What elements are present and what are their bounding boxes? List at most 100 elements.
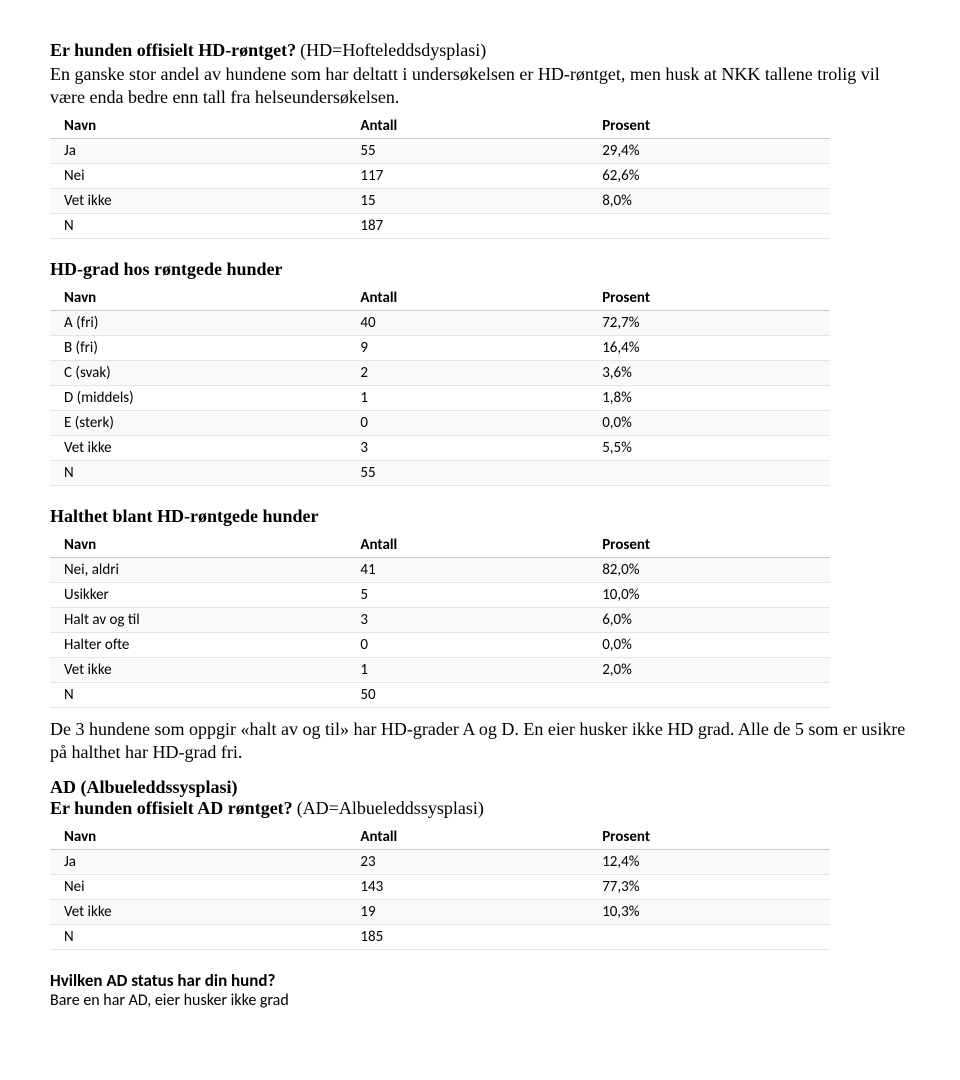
table-row: C (svak)23,6%: [50, 361, 830, 386]
table-cell: 12,4%: [588, 850, 830, 875]
table-cell: 50: [346, 683, 588, 708]
table-cell: 40: [346, 311, 588, 336]
table-header: Antall: [346, 825, 588, 850]
ad-table: NavnAntallProsent Ja2312,4%Nei14377,3%Vet…: [50, 825, 830, 950]
table-row: Nei, aldri4182,0%: [50, 558, 830, 583]
table-cell: Nei: [50, 875, 346, 900]
section-lameness: Halthet blant HD-røntgede hunder NavnAnt…: [50, 506, 910, 763]
table-cell: 1,8%: [588, 386, 830, 411]
hd-xray-para: En ganske stor andel av hundene som har …: [50, 63, 910, 108]
table-row: Usikker510,0%: [50, 583, 830, 608]
section-ad-status: Hvilken AD status har din hund? Bare en …: [50, 970, 910, 1011]
hd-xray-table: NavnAntallProsentJa5529,4%Nei11762,6%Vet…: [50, 114, 830, 239]
table-header: Antall: [346, 533, 588, 558]
table-cell: A (fri): [50, 311, 346, 336]
table-cell: 1: [346, 386, 588, 411]
table-cell: B (fri): [50, 336, 346, 361]
section-hd-xray: Er hunden offisielt HD-røntget? (HD=Hoft…: [50, 40, 910, 239]
table-cell: Nei, aldri: [50, 558, 346, 583]
table-cell: 62,6%: [588, 164, 830, 189]
table-cell: 0: [346, 411, 588, 436]
table-cell: E (sterk): [50, 411, 346, 436]
table-cell: [588, 214, 830, 239]
table-cell: 3,6%: [588, 361, 830, 386]
table-cell: 1: [346, 658, 588, 683]
table-cell: 72,7%: [588, 311, 830, 336]
table-cell: 117: [346, 164, 588, 189]
table-header: Antall: [346, 114, 588, 139]
table-cell: 0,0%: [588, 411, 830, 436]
table-cell: [588, 461, 830, 486]
table-row: Vet ikke12,0%: [50, 658, 830, 683]
table-header: Prosent: [588, 286, 830, 311]
table-cell: [588, 925, 830, 950]
table-cell: 10,0%: [588, 583, 830, 608]
table-row: B (fri)916,4%: [50, 336, 830, 361]
table-header: Navn: [50, 825, 346, 850]
table-header: Prosent: [588, 533, 830, 558]
table-cell: N: [50, 461, 346, 486]
table-cell: Ja: [50, 850, 346, 875]
table-cell: 0,0%: [588, 633, 830, 658]
table-cell: 82,0%: [588, 558, 830, 583]
table-cell: 16,4%: [588, 336, 830, 361]
table-row: Nei11762,6%: [50, 164, 830, 189]
lameness-table: NavnAntallProsentNei, aldri4182,0%Usikke…: [50, 533, 830, 708]
table-row: A (fri)4072,7%: [50, 311, 830, 336]
table-cell: 3: [346, 608, 588, 633]
table-cell: Vet ikke: [50, 658, 346, 683]
section-hd-grade: HD-grad hos røntgede hunder NavnAntallPr…: [50, 259, 910, 486]
table-cell: 41: [346, 558, 588, 583]
table-row: D (middels)11,8%: [50, 386, 830, 411]
table-row: N55: [50, 461, 830, 486]
table-cell: N: [50, 683, 346, 708]
table-cell: 29,4%: [588, 139, 830, 164]
hd-xray-title: Er hunden offisielt HD-røntget?: [50, 40, 296, 60]
table-row: Vet ikke1910,3%: [50, 900, 830, 925]
table-cell: 6,0%: [588, 608, 830, 633]
table-cell: N: [50, 214, 346, 239]
table-cell: 23: [346, 850, 588, 875]
table-cell: 55: [346, 139, 588, 164]
table-cell: Halter ofte: [50, 633, 346, 658]
ad-status-title: Hvilken AD status har din hund?: [50, 970, 910, 991]
table-row: Halter ofte00,0%: [50, 633, 830, 658]
table-cell: Ja: [50, 139, 346, 164]
lameness-title: Halthet blant HD-røntgede hunder: [50, 506, 910, 527]
table-cell: [588, 683, 830, 708]
table-row: E (sterk)00,0%: [50, 411, 830, 436]
table-cell: 187: [346, 214, 588, 239]
table-cell: Vet ikke: [50, 436, 346, 461]
table-cell: Halt av og til: [50, 608, 346, 633]
table-cell: Nei: [50, 164, 346, 189]
table-row: Vet ikke158,0%: [50, 189, 830, 214]
table-header: Navn: [50, 286, 346, 311]
hd-grade-title: HD-grad hos røntgede hunder: [50, 259, 910, 280]
table-cell: 3: [346, 436, 588, 461]
table-cell: N: [50, 925, 346, 950]
table-cell: D (middels): [50, 386, 346, 411]
table-header: Prosent: [588, 825, 830, 850]
table-cell: Vet ikke: [50, 189, 346, 214]
table-cell: 8,0%: [588, 189, 830, 214]
ad-heading: AD (Albueleddssysplasi): [50, 777, 910, 798]
ad-status-note: Bare en har AD, eier husker ikke grad: [50, 991, 910, 1011]
table-cell: Vet ikke: [50, 900, 346, 925]
table-cell: 0: [346, 633, 588, 658]
hd-grade-table: NavnAntallProsentA (fri)4072,7%B (fri)91…: [50, 286, 830, 486]
table-cell: 15: [346, 189, 588, 214]
table-cell: 55: [346, 461, 588, 486]
table-cell: 5,5%: [588, 436, 830, 461]
table-cell: 185: [346, 925, 588, 950]
hd-xray-desc: (HD=Hofteleddsdysplasi): [300, 40, 486, 60]
table-cell: 77,3%: [588, 875, 830, 900]
table-cell: C (svak): [50, 361, 346, 386]
table-row: Vet ikke35,5%: [50, 436, 830, 461]
lameness-note: De 3 hundene som oppgir «halt av og til»…: [50, 718, 910, 763]
table-row: N185: [50, 925, 830, 950]
ad-desc: (AD=Albueleddssysplasi): [297, 798, 484, 818]
table-row: Nei14377,3%: [50, 875, 830, 900]
table-cell: 10,3%: [588, 900, 830, 925]
table-header: Prosent: [588, 114, 830, 139]
table-row: Ja5529,4%: [50, 139, 830, 164]
